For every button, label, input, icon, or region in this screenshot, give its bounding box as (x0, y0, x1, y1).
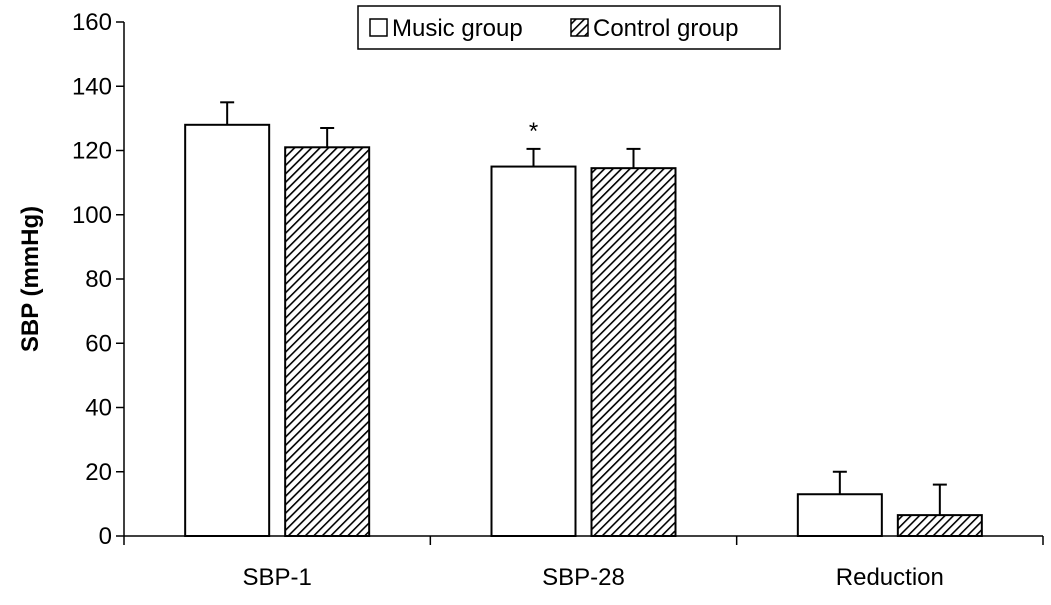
y-tick-label: 80 (85, 266, 112, 293)
bar-music-group-reduction (796, 493, 883, 537)
bar-control-group-reduction (896, 514, 983, 538)
bar-control-group-sbp-28 (590, 167, 677, 537)
y-axis-title: SBP (mmHg) (17, 206, 44, 352)
significance-asterisk: * (529, 118, 538, 145)
x-tick-label-sbp-28: SBP-28 (542, 564, 625, 591)
y-ticks-layer: 0 20 40 60 80 100 120 140 160 (72, 9, 124, 550)
bar-music-group-sbp-28 (490, 165, 577, 537)
bar-control-group-sbp-1 (284, 146, 371, 537)
annotations-layer: * (529, 118, 538, 145)
y-tick-label: 160 (72, 9, 112, 36)
legend-swatch-control-group (570, 18, 589, 37)
legend: Music group Control group (357, 5, 781, 50)
x-tick-label-sbp-1: SBP-1 (242, 564, 311, 591)
y-tick-label: 140 (72, 73, 112, 100)
x-tick-label-reduction: Reduction (836, 564, 944, 591)
legend-swatch-music-group (369, 18, 388, 37)
y-tick-label: 0 (99, 523, 112, 550)
y-tick-label: 40 (85, 395, 112, 422)
legend-label-music-group: Music group (392, 15, 523, 42)
bar-music-group-sbp-1 (184, 123, 271, 538)
error-bars-layer (220, 101, 947, 516)
x-ticks-layer: SBP-1 SBP-28 Reduction (123, 536, 1044, 591)
legend-label-control-group: Control group (593, 15, 738, 42)
legend-box (357, 5, 781, 50)
y-tick-label: 60 (85, 330, 112, 357)
y-tick-label: 120 (72, 138, 112, 165)
y-tick-label: 20 (85, 459, 112, 486)
bars-layer (184, 123, 983, 538)
y-tick-label: 100 (72, 202, 112, 229)
